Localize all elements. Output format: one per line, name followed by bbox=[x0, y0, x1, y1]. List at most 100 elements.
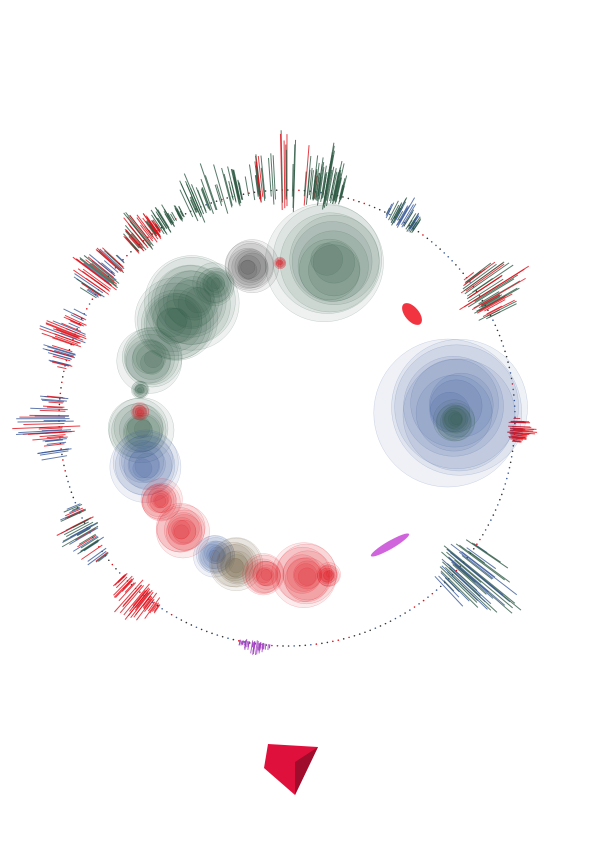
spike bbox=[283, 140, 286, 209]
spike bbox=[443, 545, 516, 604]
spike bbox=[510, 438, 523, 441]
spike bbox=[46, 435, 64, 439]
ring-dot bbox=[502, 345, 505, 347]
ring-dot bbox=[221, 635, 224, 638]
spike bbox=[255, 175, 259, 195]
spike bbox=[69, 527, 99, 545]
blob bbox=[118, 407, 164, 452]
spike bbox=[334, 173, 342, 202]
blob bbox=[134, 407, 145, 417]
spike bbox=[39, 434, 66, 438]
blob bbox=[193, 535, 236, 578]
spike bbox=[41, 455, 68, 461]
spike bbox=[99, 248, 123, 270]
ring-dot bbox=[368, 204, 371, 207]
blob bbox=[224, 241, 275, 291]
spike bbox=[411, 222, 418, 231]
spike bbox=[200, 178, 214, 214]
spike bbox=[91, 262, 115, 282]
spike bbox=[264, 643, 267, 650]
spike bbox=[15, 430, 68, 435]
ring-dot bbox=[505, 355, 508, 358]
ring-dot bbox=[507, 361, 509, 363]
ring-dot bbox=[332, 640, 334, 643]
spike bbox=[167, 212, 175, 224]
ring-dot bbox=[108, 559, 110, 562]
blob bbox=[228, 558, 244, 574]
blob bbox=[325, 570, 333, 578]
spike bbox=[463, 272, 475, 281]
spike bbox=[125, 230, 141, 249]
spike bbox=[510, 427, 534, 431]
blob bbox=[391, 339, 528, 476]
blob bbox=[231, 248, 268, 286]
spike bbox=[101, 262, 115, 275]
blob bbox=[429, 372, 494, 438]
spike bbox=[463, 261, 505, 292]
blob bbox=[112, 429, 179, 496]
spike bbox=[95, 248, 120, 271]
spike bbox=[272, 155, 276, 200]
spike bbox=[57, 366, 67, 370]
ring-dot bbox=[472, 547, 475, 550]
spike bbox=[174, 205, 183, 220]
ring-dot bbox=[383, 211, 386, 213]
spike bbox=[83, 255, 120, 284]
blob bbox=[126, 414, 161, 449]
spike bbox=[256, 641, 259, 655]
blob bbox=[150, 489, 170, 509]
spike bbox=[454, 564, 476, 583]
spike bbox=[61, 322, 82, 332]
spike bbox=[468, 550, 485, 564]
spike bbox=[61, 525, 99, 548]
ring-dot bbox=[364, 631, 366, 634]
spike bbox=[87, 256, 114, 278]
spike bbox=[233, 169, 242, 204]
ring-dot bbox=[394, 617, 397, 620]
spike bbox=[512, 440, 522, 443]
ring-dot bbox=[326, 641, 329, 644]
blob bbox=[435, 404, 472, 440]
spike bbox=[232, 170, 240, 200]
ring-dot bbox=[88, 303, 91, 305]
ring-dot bbox=[58, 403, 61, 406]
blob bbox=[147, 484, 177, 514]
spike bbox=[466, 264, 514, 297]
blob bbox=[142, 485, 175, 517]
blob bbox=[111, 403, 167, 459]
blob bbox=[294, 563, 318, 587]
ring-dot bbox=[430, 241, 433, 243]
ring-dot bbox=[502, 488, 505, 491]
spike bbox=[471, 277, 526, 311]
ring-dot bbox=[61, 453, 63, 456]
blob bbox=[293, 560, 322, 590]
blob bbox=[144, 255, 240, 351]
blob bbox=[140, 478, 183, 521]
spike bbox=[239, 640, 242, 644]
blob bbox=[217, 543, 258, 585]
ring-dot bbox=[126, 254, 128, 257]
spike bbox=[510, 434, 527, 437]
spike bbox=[42, 405, 65, 408]
spike bbox=[142, 595, 152, 607]
blob bbox=[137, 409, 144, 417]
spike bbox=[136, 214, 158, 243]
spike bbox=[23, 423, 65, 426]
blob bbox=[197, 537, 234, 573]
spike bbox=[51, 361, 70, 367]
spike bbox=[481, 296, 501, 308]
spike bbox=[155, 207, 172, 233]
spike bbox=[246, 640, 249, 648]
blob bbox=[136, 387, 142, 394]
spike bbox=[450, 543, 518, 596]
spike bbox=[113, 575, 133, 596]
blob bbox=[210, 277, 223, 290]
spike bbox=[74, 273, 104, 294]
spike bbox=[241, 640, 243, 645]
spike bbox=[335, 177, 343, 203]
spike bbox=[317, 179, 322, 196]
spike bbox=[216, 184, 223, 203]
spike bbox=[42, 438, 67, 442]
ring-dot bbox=[482, 533, 484, 536]
blob bbox=[134, 277, 219, 361]
